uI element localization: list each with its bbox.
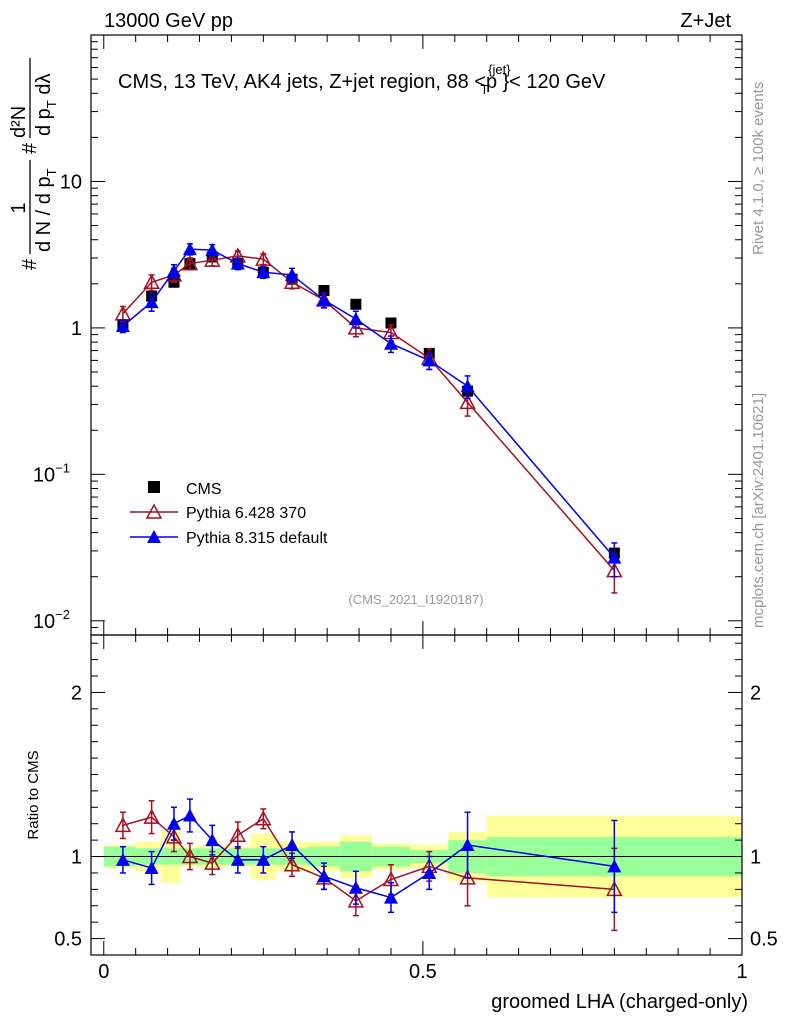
ratio-axis-ticks: 0.5 0.51 12 20 0.5 1 [54, 635, 778, 983]
ratio-ytick-label-right: 1 [750, 847, 761, 869]
legend-pythia8-marker [147, 530, 161, 543]
main-ytick-label-base: 10 [33, 611, 55, 633]
header-right: Z+Jet [680, 10, 731, 32]
ylabel-diff-num: d²N [8, 106, 30, 138]
main-ytick-label: 10 [60, 171, 82, 193]
pythia8-ratio-point [460, 838, 475, 852]
legend-cms-label: CMS [186, 481, 222, 498]
pythia6-ratio-point [229, 826, 247, 842]
pythia8-point [230, 256, 245, 270]
pythia8-point [166, 263, 181, 277]
pythia8-point [205, 243, 220, 257]
pythia8-point [607, 550, 622, 564]
rivet-label: Rivet 4.1.0, ≥ 100k events [750, 82, 767, 255]
watermark: (CMS_2021_I1920187) [348, 592, 483, 607]
pythia8-ratio-point [166, 816, 181, 830]
pythia6-ratio-point [459, 869, 476, 885]
main-ytick-label-base: 10 [33, 464, 55, 486]
pythia8-point [348, 312, 363, 326]
ratio-ytick-label-left: 2 [71, 682, 82, 704]
pythia8-ratio-point [115, 852, 130, 866]
ylabel-diff-den: d pT dλ [33, 74, 59, 136]
ylabel-frac-den: d N / d pT [33, 168, 59, 252]
pythia8-point [144, 295, 159, 309]
pythia8-ratio-point [285, 838, 300, 852]
pythia6-ratio-point [283, 856, 301, 872]
main-ylabel: # 1 d N / d pT # d²N d pT dλ [8, 58, 59, 270]
ratio-plot-frame [90, 634, 743, 956]
pythia6-ratio-point [204, 854, 221, 870]
pythia6-line [122, 255, 615, 572]
pythia6-ratio-point [165, 828, 183, 844]
cms-point [350, 298, 362, 310]
ratio-ytick-label-right: 2 [750, 682, 761, 704]
pythia6-ratio-point [255, 810, 272, 826]
cms-point [385, 317, 397, 329]
header-left: 13000 GeV pp [104, 10, 233, 32]
legend-pythia6-label: Pythia 6.428 370 [186, 505, 306, 522]
pythia8-point [383, 336, 398, 350]
pythia8-ratio-point [348, 880, 363, 894]
pythia6-ratio-point [143, 808, 160, 824]
pythia6-point [347, 319, 365, 335]
pythia8-point [285, 267, 300, 281]
ratio-data-series [114, 798, 623, 932]
ratio-ylabel: Ratio to CMS [25, 750, 42, 839]
main-ytick-label-exp: −1 [55, 460, 70, 475]
legend-cms-marker [148, 481, 160, 493]
ylabel-frac-num: 1 [8, 202, 30, 213]
pythia6-point [143, 273, 160, 289]
ratio-xtick-label: 1 [736, 961, 747, 983]
ratio-ytick-label-left: 1 [71, 847, 82, 869]
pythia8-ratio-point [607, 859, 622, 873]
pythia6-point [255, 250, 272, 266]
pythia8-ratio-point [205, 833, 220, 847]
pythia8-point [256, 265, 271, 279]
pythia8-ratio-point [256, 852, 271, 866]
ylabel-hash-1: # [19, 258, 41, 270]
pythia8-ratio-point [422, 865, 437, 879]
pythia8-ratio-point [316, 869, 331, 883]
main-title: CMS, 13 TeV, AK4 jets, Z+jet region, 88 … [118, 62, 606, 97]
main-ytick-label-base: 1 [71, 318, 82, 340]
ratio-ytick-label-right: 0.5 [750, 929, 778, 951]
pythia6-point [204, 251, 221, 267]
pythia6-ratio-point [347, 892, 365, 908]
main-ytick-label: 10−1 [33, 460, 70, 486]
pythia6-ratio-point [181, 847, 199, 864]
ratio-xtick-label: 0.5 [409, 961, 437, 983]
ratio-xlabel: groomed LHA (charged-only) [491, 991, 748, 1013]
legend: CMS Pythia 6.428 370 Pythia 8.315 defaul… [130, 481, 328, 547]
pythia6-point [181, 254, 199, 271]
main-ytick-label: 1 [71, 318, 82, 340]
pythia8-point [182, 242, 197, 256]
pythia8-line [122, 248, 615, 559]
legend-pythia6-marker [145, 503, 163, 519]
pythia6-point [283, 273, 301, 289]
main-ytick-label: 10−2 [33, 607, 70, 633]
pythia8-point [316, 293, 331, 307]
ratio-xtick-label: 0 [98, 961, 109, 983]
main-ytick-label-base: 10 [60, 171, 82, 193]
ratio-ytick-label-left: 0.5 [54, 929, 82, 951]
pythia8-point [115, 319, 130, 333]
pythia8-ratio-point [383, 890, 398, 904]
pythia6-ratio-point [114, 816, 132, 833]
main-data-series [114, 242, 623, 594]
pythia8-point [422, 353, 437, 367]
cms-point [318, 285, 330, 297]
pythia6-point [459, 393, 476, 410]
main-ytick-label-exp: −2 [55, 607, 70, 622]
pythia8-ratio-point [144, 861, 159, 875]
pythia8-ratio-point [182, 808, 197, 822]
legend-pythia8-label: Pythia 8.315 default [186, 530, 328, 547]
pythia8-point [460, 379, 475, 393]
mcplots-label: mcplots.cern.ch [arXiv:2401.10621] [750, 393, 767, 628]
ylabel-hash-2: # [19, 142, 41, 154]
pythia8-ratio-point [230, 852, 245, 866]
